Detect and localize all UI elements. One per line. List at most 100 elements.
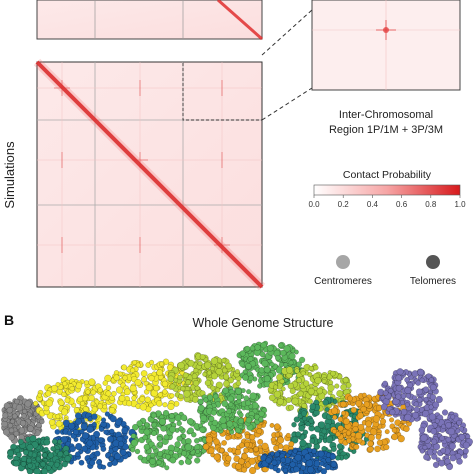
genome-bead — [306, 466, 315, 474]
genome-bead — [163, 434, 170, 441]
genome-bead — [193, 367, 199, 374]
genome-bead — [40, 461, 47, 468]
genome-bead — [118, 440, 125, 447]
whole-genome-structure — [0, 340, 473, 474]
genome-bead — [45, 390, 52, 397]
genome-bead — [191, 396, 199, 403]
genome-bead — [54, 429, 61, 435]
genome-bead — [184, 458, 192, 465]
genome-bead — [456, 419, 462, 426]
genome-bead — [375, 434, 382, 440]
genome-bead — [213, 438, 220, 446]
genome-bead — [279, 378, 285, 384]
genome-bead — [434, 418, 440, 424]
genome-bead — [151, 445, 157, 451]
genome-bead — [162, 389, 168, 395]
genome-bead — [60, 436, 68, 444]
genome-bead — [225, 362, 232, 370]
genome-bead — [295, 431, 302, 438]
genome-bead — [202, 443, 210, 451]
genome-bead — [450, 414, 456, 420]
genome-bead — [254, 344, 261, 351]
genome-bead — [86, 425, 94, 434]
genome-bead — [302, 415, 308, 422]
genome-bead — [8, 427, 15, 434]
genome-bead — [149, 452, 156, 459]
genome-bead — [134, 448, 141, 455]
genome-bead — [335, 455, 341, 461]
genome-bead — [428, 377, 435, 383]
genome-bead — [12, 413, 18, 419]
genome-bead — [204, 361, 212, 369]
genome-bead — [462, 441, 470, 449]
genome-bead — [363, 401, 370, 408]
genome-bead — [405, 393, 412, 399]
genome-bead — [330, 445, 337, 453]
genome-bead — [155, 400, 163, 407]
genome-bead — [98, 426, 105, 433]
genome-bead — [81, 445, 88, 453]
genome-bead — [340, 383, 347, 391]
genome-bead — [157, 450, 164, 458]
genome-bead — [221, 400, 229, 408]
genome-bead — [22, 408, 28, 414]
genome-bead — [274, 451, 281, 458]
genome-bead — [309, 403, 317, 410]
genome-bead — [234, 448, 242, 456]
genome-bead — [291, 421, 297, 428]
panel-b-title: Whole Genome Structure — [192, 316, 333, 330]
genome-bead — [334, 383, 340, 389]
genome-bead — [74, 451, 81, 458]
genome-bead — [104, 374, 112, 383]
genome-bead — [91, 413, 98, 420]
genome-bead — [1, 420, 8, 428]
genome-bead — [317, 465, 323, 472]
genome-bead — [61, 391, 67, 398]
genome-bead — [276, 373, 284, 381]
genome-bead — [113, 452, 122, 461]
genome-bead — [277, 443, 284, 450]
genome-bead — [324, 406, 330, 413]
genome-bead — [207, 447, 215, 455]
genome-bead — [346, 395, 354, 402]
genome-bead — [265, 457, 272, 464]
telomere-marker-icon — [426, 255, 440, 269]
genome-bead — [273, 384, 279, 390]
genome-bead — [263, 375, 271, 383]
genome-bead — [289, 387, 296, 395]
genome-bead — [274, 354, 281, 361]
genome-bead — [293, 349, 299, 355]
genome-bead — [332, 428, 337, 434]
genome-bead — [271, 459, 278, 466]
genome-bead — [20, 461, 27, 467]
genome-bead — [395, 393, 402, 400]
genome-bead — [108, 456, 115, 462]
genome-bead — [243, 395, 250, 402]
genome-bead — [7, 449, 15, 457]
genome-bead — [100, 464, 107, 470]
genome-bead — [121, 426, 129, 435]
genome-bead — [222, 387, 230, 395]
top-contact-map — [36, 0, 263, 41]
genome-bead — [283, 345, 291, 353]
genome-bead — [43, 438, 51, 446]
genome-bead — [210, 385, 216, 391]
genome-bead — [90, 401, 96, 407]
genome-bead — [274, 432, 281, 438]
genome-bead — [342, 377, 349, 384]
genome-bead — [419, 448, 425, 454]
genome-bead — [304, 453, 312, 461]
genome-bead — [148, 374, 155, 382]
genome-bead — [186, 417, 194, 426]
genome-bead — [102, 380, 109, 386]
genome-bead — [75, 382, 83, 390]
genome-bead — [330, 461, 337, 468]
genome-bead — [420, 434, 428, 442]
genome-bead — [129, 447, 136, 453]
genome-bead — [245, 362, 252, 370]
genome-bead — [55, 420, 63, 428]
genome-bead — [413, 406, 420, 413]
genome-bead — [261, 359, 269, 367]
genome-bead — [449, 442, 456, 450]
